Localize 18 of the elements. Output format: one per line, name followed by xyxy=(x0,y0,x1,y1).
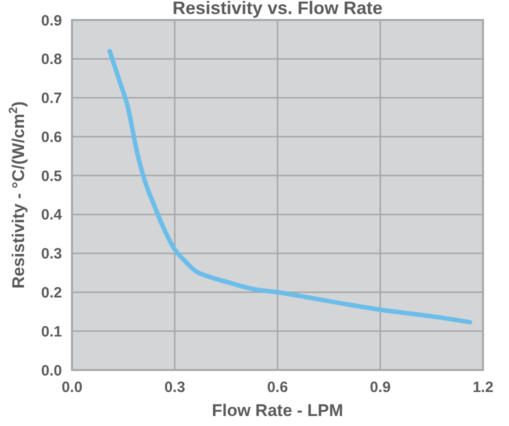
y-tick-label: 0.3 xyxy=(41,246,62,263)
y-tick-label: 0.0 xyxy=(41,362,62,380)
y-tick-label: 0.9 xyxy=(41,12,62,30)
y-tick-label: 0.5 xyxy=(41,168,62,185)
chart-title: Resistivity vs. Flow Rate xyxy=(172,0,383,18)
line-series xyxy=(107,48,472,324)
x-tick-label: 0.6 xyxy=(267,379,288,396)
y-tick-label: 0.2 xyxy=(41,284,62,302)
x-tick-label: 1.2 xyxy=(472,379,494,396)
y-tick-label: 0.7 xyxy=(41,90,62,108)
x-tick-label: 0.3 xyxy=(164,379,186,396)
x-tick-label: 0.0 xyxy=(62,379,82,396)
y-tick-label: 0.1 xyxy=(41,323,62,340)
x-axis-title: Flow Rate - LPM xyxy=(212,401,344,420)
y-tick-label: 0.4 xyxy=(41,206,63,224)
y-tick-label: 0.8 xyxy=(41,51,62,68)
x-tick-label: 0.9 xyxy=(370,379,391,396)
y-tick-label: 0.6 xyxy=(41,128,62,146)
